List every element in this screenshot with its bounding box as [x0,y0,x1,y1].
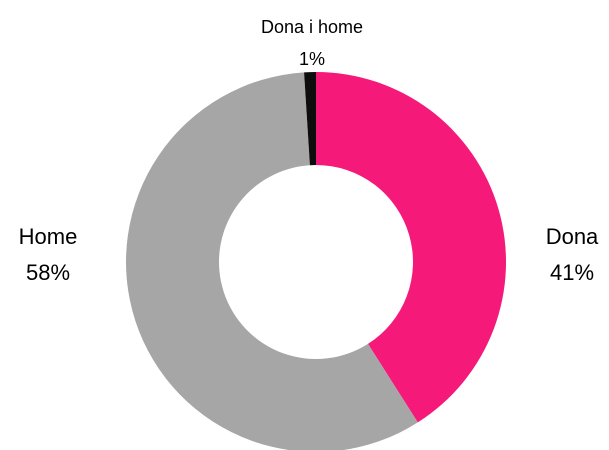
category-label: Home [19,224,78,249]
value-label: 1% [299,49,325,69]
value-label: 58% [26,260,70,285]
donut-slice [304,72,316,166]
category-label: Dona [546,224,599,249]
donut-slice [126,72,418,450]
category-label: Dona i home [261,17,363,37]
donut-slice [316,72,507,423]
value-label: 41% [550,260,594,285]
